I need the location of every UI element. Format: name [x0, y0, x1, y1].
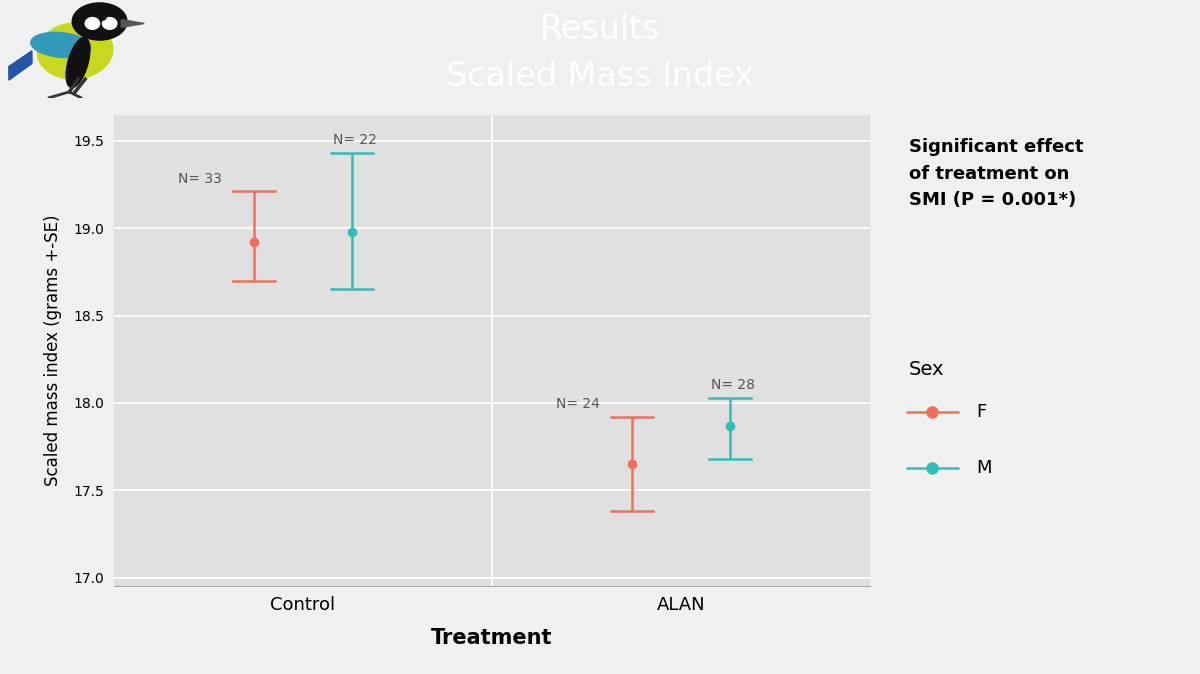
Text: Significant effect
of treatment on
SMI (P = 0.001*): Significant effect of treatment on SMI (… — [908, 138, 1084, 209]
Polygon shape — [8, 51, 32, 80]
Ellipse shape — [66, 38, 90, 88]
Text: M: M — [977, 460, 992, 477]
Text: N= 24: N= 24 — [557, 397, 600, 411]
Text: F: F — [977, 403, 986, 421]
Text: N= 33: N= 33 — [179, 172, 222, 186]
Ellipse shape — [85, 18, 100, 29]
Text: N= 28: N= 28 — [712, 378, 755, 392]
X-axis label: Treatment: Treatment — [431, 628, 553, 648]
Text: Sex: Sex — [908, 360, 944, 379]
Text: N= 22: N= 22 — [334, 133, 377, 148]
Circle shape — [98, 15, 106, 20]
Text: Scaled Mass Index: Scaled Mass Index — [446, 60, 754, 93]
Ellipse shape — [37, 23, 113, 79]
Text: Results: Results — [540, 13, 660, 46]
Y-axis label: Scaled mass index (grams +-SE): Scaled mass index (grams +-SE) — [44, 215, 62, 486]
Ellipse shape — [102, 18, 116, 29]
Ellipse shape — [31, 32, 91, 57]
Polygon shape — [121, 20, 144, 28]
Circle shape — [72, 3, 127, 40]
